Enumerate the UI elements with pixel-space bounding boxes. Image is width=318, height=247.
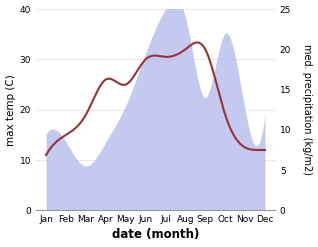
Y-axis label: med. precipitation (kg/m2): med. precipitation (kg/m2) <box>302 44 313 175</box>
X-axis label: date (month): date (month) <box>112 228 199 242</box>
Y-axis label: max temp (C): max temp (C) <box>5 74 16 146</box>
